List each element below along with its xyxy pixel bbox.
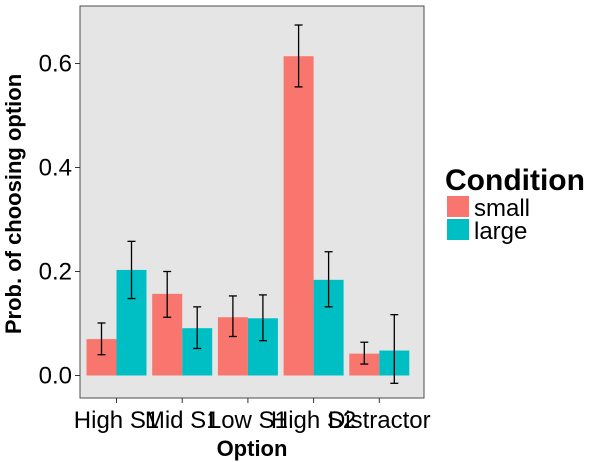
- legend-key-small: [447, 196, 469, 217]
- errorbar-large-2: [258, 294, 267, 342]
- y-axis: 0.0 0.2 0.4 0.6: [39, 51, 80, 390]
- legend-title: Condition: [445, 164, 585, 197]
- x-tick-label: High S1: [74, 407, 159, 434]
- y-tick-label: 0.0: [39, 363, 72, 390]
- legend: Condition small large: [445, 164, 585, 245]
- x-tick-label: Distractor: [328, 407, 431, 434]
- errorbar-large-0: [127, 240, 136, 300]
- errorbar-large-4: [390, 314, 399, 384]
- errorbars-layer: [97, 24, 399, 384]
- y-axis-title: Prob. of choosing option: [1, 74, 26, 334]
- x-axis-title: Option: [217, 436, 288, 461]
- errorbar-large-1: [193, 306, 202, 350]
- legend-key-large: [447, 219, 469, 240]
- errorbar-small-4: [360, 341, 369, 365]
- x-tick-label: Mid S1: [145, 407, 220, 434]
- y-tick-label: 0.4: [39, 155, 72, 182]
- y-tick-label: 0.2: [39, 259, 72, 286]
- errorbar-small-2: [228, 295, 237, 338]
- legend-label-small: small: [474, 195, 530, 222]
- y-tick-label: 0.6: [39, 51, 72, 78]
- errorbar-small-1: [163, 270, 172, 318]
- legend-label-large: large: [474, 218, 527, 245]
- bar-small-3: [283, 56, 314, 376]
- x-tick-label: High S2: [271, 407, 356, 434]
- errorbar-small-0: [97, 322, 106, 356]
- errorbar-large-3: [324, 251, 333, 308]
- x-tick-label: Low S1: [208, 407, 288, 434]
- errorbar-small-3: [294, 24, 303, 88]
